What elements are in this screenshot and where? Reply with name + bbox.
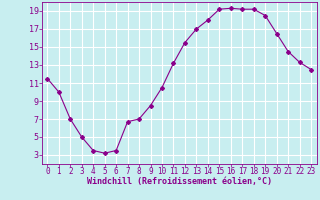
X-axis label: Windchill (Refroidissement éolien,°C): Windchill (Refroidissement éolien,°C) — [87, 177, 272, 186]
